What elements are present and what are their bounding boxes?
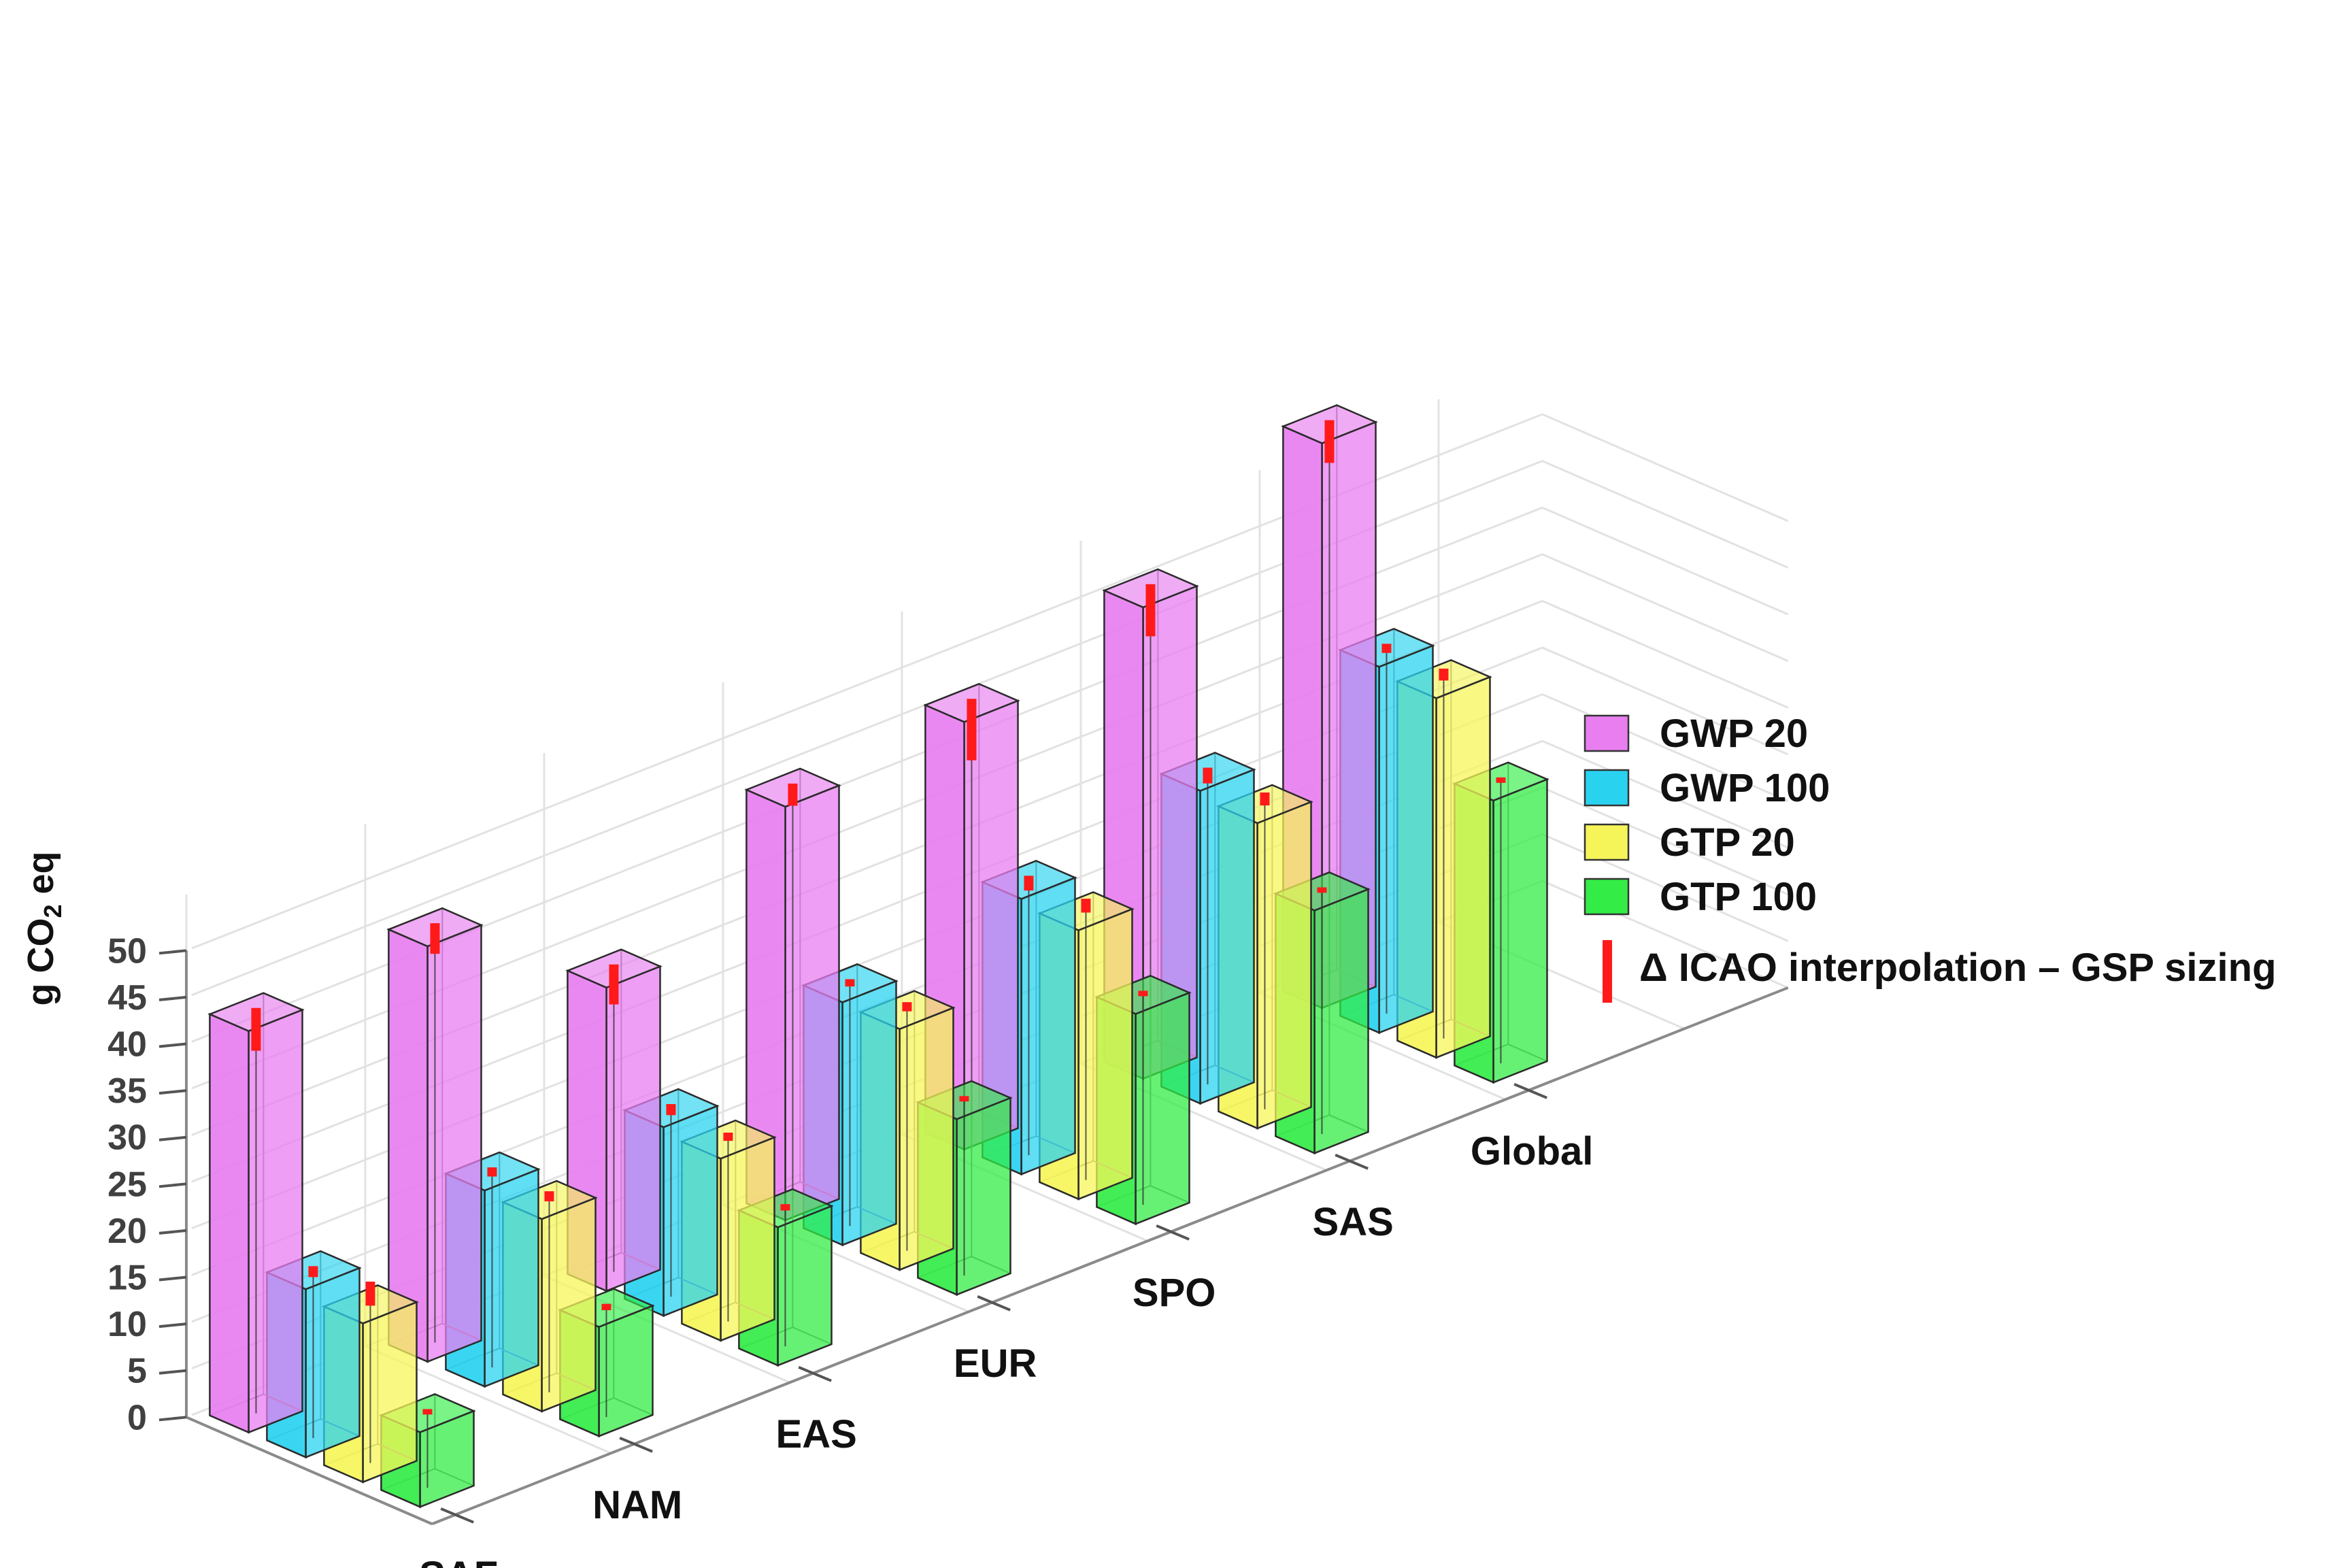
legend: GWP 20 GWP 100 GTP 20 GTP 100 Δ ICAO interpo…	[1584, 712, 2277, 1003]
bar-layer	[207, 404, 1549, 1509]
label-layer: 0 5 10 15 20 25 30 35 40 45 50 SAF NAM EAS EUR SPO SAS Gl…	[107, 931, 1593, 1568]
bar-front-face	[209, 1012, 250, 1434]
grid-line-side	[1541, 833, 1789, 942]
y-tick-label: 30	[107, 1118, 147, 1158]
category-tick-mark	[440, 1507, 474, 1524]
category-label: EAS	[776, 1412, 857, 1456]
legend-label: GTP 100	[1660, 875, 1817, 919]
grid-line-side	[1541, 646, 1789, 756]
category-label: NAM	[592, 1483, 682, 1527]
category-label: SAF	[419, 1554, 498, 1568]
y-tick-label: 40	[107, 1025, 147, 1065]
category-tick-mark	[619, 1436, 653, 1453]
bar	[744, 767, 841, 1222]
legend-label: GWP 100	[1660, 766, 1830, 810]
y-tick-label: 10	[107, 1305, 147, 1344]
category-tick-mark	[798, 1365, 832, 1382]
grid-line-side	[1541, 600, 1789, 709]
legend-swatch	[1584, 769, 1630, 807]
legend-swatch	[1584, 714, 1630, 752]
y-tick-label: 5	[127, 1352, 147, 1391]
grid-line-side	[1541, 739, 1789, 849]
legend-swatch	[1584, 878, 1630, 916]
grid-line-side	[1541, 786, 1789, 896]
axis-layer	[158, 949, 1789, 1526]
y-tick-label: 0	[127, 1398, 147, 1437]
grid-line-side	[1541, 460, 1789, 569]
y-tick-mark	[158, 1416, 187, 1422]
y-axis-title-suffix: eq	[20, 851, 61, 904]
grid-line-side	[1541, 880, 1789, 989]
y-tick-mark	[158, 1229, 187, 1235]
y-tick-label: 15	[107, 1258, 147, 1298]
y-axis-title-main: g CO	[20, 918, 61, 1006]
bar	[207, 992, 305, 1434]
legend-error-swatch	[1603, 940, 1612, 1003]
y-tick-mark	[158, 1275, 187, 1282]
category-axis-line	[431, 986, 1789, 1526]
y-tick-label: 50	[107, 931, 147, 971]
grid-line-side	[1541, 553, 1789, 663]
y-tick-mark	[158, 1182, 187, 1188]
y-axis-title: g CO2 eq	[20, 851, 67, 1005]
legend-error-label: Δ ICAO interpolation – GSP sizing	[1639, 946, 2277, 990]
category-label: EUR	[954, 1341, 1037, 1386]
category-label: Global	[1471, 1129, 1593, 1173]
y-tick-mark	[158, 1369, 187, 1375]
legend-swatch	[1584, 823, 1630, 861]
category-label: SPO	[1133, 1271, 1216, 1315]
grid-line-side	[1541, 693, 1789, 802]
category-label: SAS	[1313, 1200, 1394, 1244]
y-tick-mark	[158, 1089, 187, 1095]
x-axis-line	[186, 1416, 433, 1526]
y-tick-label: 25	[107, 1165, 147, 1204]
y-tick-label: 35	[107, 1071, 147, 1111]
y-tick-label: 20	[107, 1212, 147, 1251]
category-tick-mark	[1156, 1224, 1190, 1241]
y-tick-label: 45	[107, 978, 147, 1018]
grid-line-side	[1541, 506, 1789, 616]
y-tick-mark	[158, 949, 187, 955]
legend-label: GWP 20	[1660, 712, 1808, 756]
category-tick-mark	[1335, 1153, 1369, 1170]
legend-label: GTP 20	[1660, 820, 1795, 865]
grid-line-side	[1541, 413, 1789, 522]
y-tick-mark	[158, 1322, 187, 1329]
category-tick-mark	[1513, 1082, 1547, 1099]
bar	[386, 907, 484, 1363]
y-tick-mark	[158, 995, 187, 1001]
y-tick-mark	[158, 1135, 187, 1141]
y-tick-mark	[158, 1042, 187, 1048]
y-axis-title-subscript: 2	[39, 905, 67, 918]
category-tick-mark	[977, 1295, 1011, 1312]
